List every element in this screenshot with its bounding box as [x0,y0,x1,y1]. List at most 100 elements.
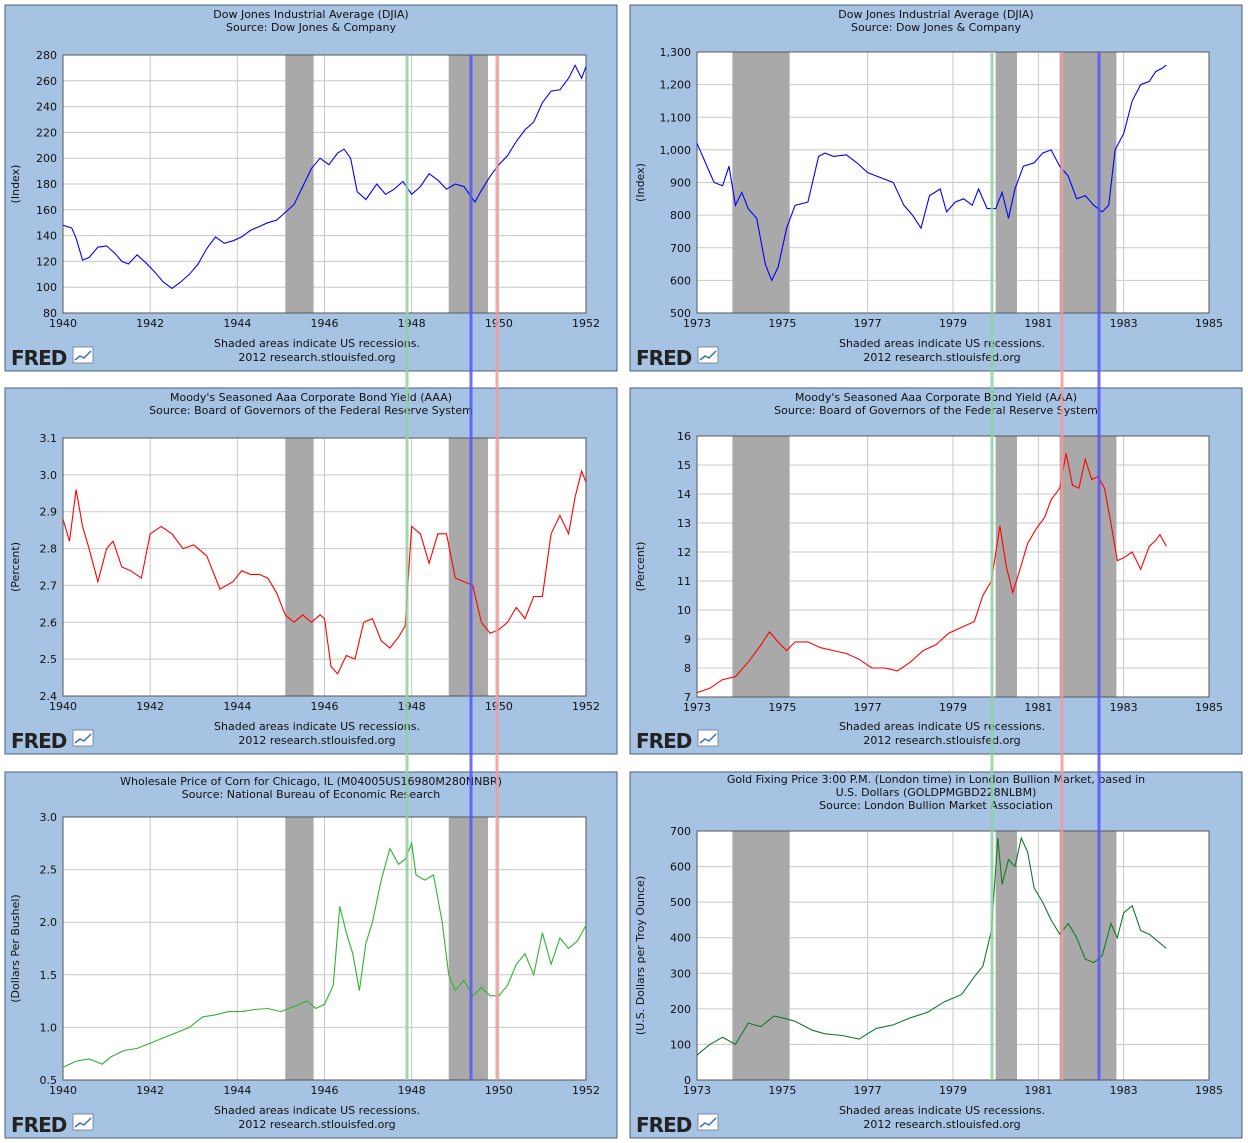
recession-note: Shaded areas indicate US recessions. [839,720,1045,733]
y-tick-label: 0 [684,1074,691,1087]
y-tick-label: 1,200 [660,79,692,92]
x-tick-label: 1946 [311,700,339,713]
source-line: 2012 research.stlouisfed.org [863,351,1020,364]
series-line [62,469,587,675]
x-tick-label: 1946 [311,1084,339,1097]
y-tick-label: 500 [670,307,691,320]
y-tick-label: 180 [36,178,57,191]
source-line: 2012 research.stlouisfed.org [863,1118,1020,1131]
fred-logo[interactable]: FRED [11,729,68,753]
x-tick-label: 1944 [223,1084,251,1097]
plot-border [696,435,1210,698]
source-line: 2012 research.stlouisfed.org [238,351,395,364]
y-tick-label: 8 [684,662,691,675]
recession-band [448,438,488,696]
x-tick-label: 1944 [223,700,251,713]
recession-note: Shaded areas indicate US recessions. [214,720,420,733]
y-axis-label: (Percent) [9,542,22,592]
recession-band [1059,831,1117,1080]
chart-panel-corn-1940: 0.5 1.0 1.5 2.0 2.5 3.0 1940 1942 1944 1946 1948 19… [4,771,618,1139]
y-tick-label: 3.1 [40,432,58,445]
x-tick-label: 1948 [398,317,426,330]
fred-chart-icon [72,729,94,747]
x-tick-label: 1983 [1110,317,1138,330]
chart-title: Source: Dow Jones & Company [851,21,1022,34]
chart-title: Source: Board of Governors of the Federa… [774,404,1098,417]
y-tick-label: 2.5 [40,653,58,666]
series-line [62,841,587,1068]
fred-logo[interactable]: FRED [11,346,68,370]
chart-panel-aaa-1940: 2.4 2.5 2.6 2.7 2.8 2.9 3.0 3.1 1940 1942 1944 1946… [4,387,618,755]
fred-icon-line [74,350,92,361]
source-line: 2012 research.stlouisfed.org [238,734,395,747]
fred-logo[interactable]: FRED [11,1113,68,1137]
y-tick-label: 1,100 [660,111,692,124]
x-tick-label: 1985 [1195,1084,1223,1097]
y-tick-label: 700 [670,825,691,838]
x-tick-label: 1979 [939,701,967,714]
y-tick-label: 140 [36,230,57,243]
recession-band [285,817,314,1080]
y-tick-label: 10 [677,604,691,617]
y-tick-label: 100 [670,1038,691,1051]
y-tick-label: 1,000 [660,144,692,157]
y-tick-label: 16 [677,430,691,443]
fred-icon-line [699,1117,717,1128]
fred-logo[interactable]: FRED [636,346,693,370]
series-line [62,64,587,290]
fred-logo[interactable]: FRED [636,1113,693,1137]
y-tick-label: 80 [43,307,57,320]
x-tick-label: 1944 [223,317,251,330]
recession-band [732,436,790,697]
y-tick-label: 2.8 [40,543,58,556]
x-tick-label: 1985 [1195,701,1223,714]
recession-band [732,52,790,313]
plot-border [62,54,587,314]
recession-band [1059,436,1117,697]
plot-border [696,51,1210,314]
x-tick-label: 1981 [1024,701,1052,714]
fred-icon-frame [72,346,94,364]
y-tick-label: 700 [670,242,691,255]
recession-band [285,55,314,313]
chart-panel-aaa-1973: 7 8 9 10 11 12 13 14 15 16 1973 1975 1977 1979 1981 198… [629,387,1243,755]
fred-icon-frame [72,1113,94,1131]
y-tick-label: 14 [677,488,691,501]
recession-note: Shaded areas indicate US recessions. [839,337,1045,350]
recession-note: Shaded areas indicate US recessions. [839,1104,1045,1117]
chart-title: Moody's Seasoned Aaa Corporate Bond Yiel… [795,391,1077,404]
x-tick-label: 1983 [1110,701,1138,714]
y-axis-label: (Dollars Per Bushel) [9,894,22,1002]
y-tick-label: 7 [684,691,691,704]
y-tick-label: 1,300 [660,46,692,59]
x-tick-label: 1942 [136,317,164,330]
x-tick-label: 1977 [854,1084,882,1097]
chart-panel-djia-1940: 80 100 120 140 160 180 200 220 240 260 280 1940 1942… [4,4,618,372]
x-tick-label: 1973 [683,317,711,330]
x-tick-label: 1950 [485,317,513,330]
chart-title: Moody's Seasoned Aaa Corporate Bond Yiel… [170,391,452,404]
y-axis-label: (U.S. Dollars per Troy Ounce) [634,876,647,1035]
x-tick-label: 1981 [1024,1084,1052,1097]
y-tick-label: 2.5 [40,864,58,877]
y-tick-label: 2.0 [40,916,58,929]
source-line: 2012 research.stlouisfed.org [863,734,1020,747]
y-tick-label: 15 [677,459,691,472]
chart-panel-gold-1973: 0 100 200 300 400 500 600 700 1973 1975 1977 1979 19… [629,771,1243,1139]
recession-band [448,817,488,1080]
chart-title: Wholesale Price of Corn for Chicago, IL … [120,775,502,788]
y-tick-label: 2.7 [40,579,58,592]
fred-chart-icon [697,346,719,364]
x-tick-label: 1975 [768,317,796,330]
y-tick-label: 600 [670,274,691,287]
y-tick-label: 9 [684,633,691,646]
recession-band [732,831,790,1080]
x-tick-label: 1942 [136,700,164,713]
y-tick-label: 280 [36,49,57,62]
chart-title: Dow Jones Industrial Average (DJIA) [213,8,408,21]
x-tick-label: 1948 [398,1084,426,1097]
fred-logo[interactable]: FRED [636,729,693,753]
recession-band [285,438,314,696]
x-tick-label: 1985 [1195,317,1223,330]
